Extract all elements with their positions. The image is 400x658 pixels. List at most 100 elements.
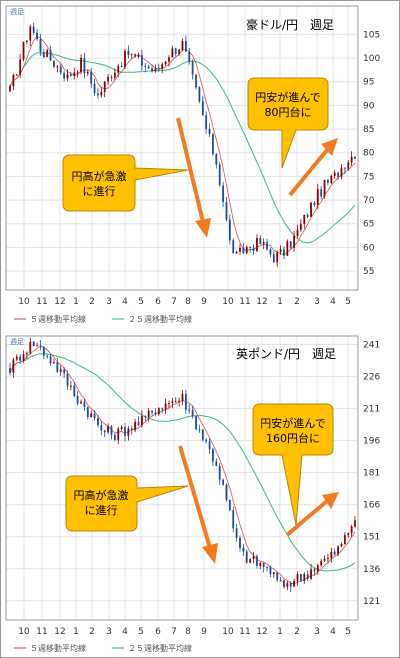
x-tick-label: 12 [256, 297, 267, 307]
candle-body [56, 362, 59, 372]
candle-body [343, 167, 346, 169]
candle-body [340, 167, 343, 177]
candle-body [191, 62, 194, 75]
candle-body [178, 400, 181, 402]
candle-body [100, 91, 103, 96]
candle-body [120, 65, 123, 67]
candle-body [103, 81, 106, 92]
callout-yen-surge: 円高が急激 に進行 [65, 475, 189, 532]
candle-body [93, 413, 96, 418]
x-tick-label: 12 [54, 627, 65, 637]
y-tick-label: 70 [363, 196, 375, 206]
callout-line: に進行 [83, 185, 116, 198]
candle-body [113, 72, 116, 78]
candle-body [53, 60, 55, 67]
candle-body [171, 401, 174, 404]
candle-body [49, 356, 52, 364]
candle-body [320, 560, 323, 566]
candle-body [137, 421, 140, 426]
candle-body [154, 68, 157, 72]
candle-body [42, 346, 45, 356]
callout-line: に進行 [85, 504, 118, 517]
candle-body [73, 385, 76, 396]
candle-body [134, 54, 137, 57]
x-tick-label: 2 [294, 627, 300, 637]
x-tick-label: 11 [36, 627, 47, 637]
candle-body [181, 393, 184, 401]
candle-body [215, 154, 218, 165]
candle-body [289, 583, 292, 587]
candle-body [59, 66, 62, 73]
candle-body [195, 415, 197, 430]
candle-body [97, 417, 99, 426]
candle-body [29, 341, 32, 354]
candle-body [242, 547, 245, 552]
candle-body [212, 134, 214, 155]
candle-body [208, 441, 211, 450]
y-tick-label: 55 [363, 267, 374, 277]
candle-body [222, 479, 224, 485]
candle-body [120, 427, 123, 429]
x-tick-label: 1 [73, 297, 79, 307]
candle-body [299, 574, 302, 581]
candle-body [212, 449, 214, 462]
x-tick-label: 3 [314, 297, 320, 307]
candle-body [269, 249, 272, 255]
candle-body [296, 229, 299, 236]
x-tick-label: 3 [106, 627, 112, 637]
candle-body [222, 185, 224, 203]
candle-body [323, 179, 326, 197]
candle-body [343, 535, 346, 544]
candle-body [93, 83, 96, 94]
candle-body [350, 526, 353, 534]
candle-body [66, 74, 69, 79]
x-tick-label: 1 [277, 627, 283, 637]
legend-ma5: ５週移動平均線 [30, 314, 86, 324]
y-tick-label: 100 [363, 54, 380, 64]
candle-body [235, 251, 238, 254]
y-tick-label: 95 [363, 78, 374, 88]
y-tick-label: 136 [363, 565, 380, 575]
candle-body [252, 556, 255, 559]
x-tick-label: 5 [345, 627, 351, 637]
candle-body [19, 59, 22, 75]
candle-body [323, 558, 326, 561]
candle-body [259, 238, 262, 244]
candle-body [198, 87, 201, 102]
callout-line: 円安が進んで [260, 416, 325, 430]
candle-body [303, 574, 306, 581]
candle-body [239, 537, 241, 548]
candle-body [181, 41, 184, 50]
y-tick-label: 121 [363, 597, 380, 607]
x-tick-label: 5 [345, 297, 351, 307]
candle-body [117, 65, 120, 73]
x-tick-label: 6 [155, 627, 161, 637]
candle-body [127, 428, 130, 436]
callout-yen-surge: 円高が急激 に進行 [62, 154, 189, 212]
candle-body [141, 55, 143, 66]
candle-body [73, 72, 76, 76]
candle-body [46, 50, 49, 58]
candle-body [245, 246, 248, 253]
callout-yen-weak: 円安が進んで 160円台に [252, 403, 334, 526]
candle-body [164, 61, 167, 65]
candle-body [29, 26, 32, 41]
candle-body [279, 249, 282, 253]
ma25-path [9, 353, 356, 572]
candle-body [249, 246, 252, 248]
candle-body [249, 558, 252, 563]
candle-body [15, 356, 18, 360]
legend: ５週移動平均線 ２５週移動平均線 [14, 314, 192, 324]
x-tick-label: 1 [73, 627, 79, 637]
candle-body [42, 52, 45, 58]
candle-body [218, 164, 221, 186]
candle-body [137, 55, 140, 57]
candle-body [80, 401, 82, 404]
y-tick-label: 85 [363, 125, 374, 135]
candles [9, 22, 356, 267]
candle-body [228, 219, 231, 241]
candle-body [113, 434, 116, 441]
x-tick-label: 2 [294, 297, 300, 307]
